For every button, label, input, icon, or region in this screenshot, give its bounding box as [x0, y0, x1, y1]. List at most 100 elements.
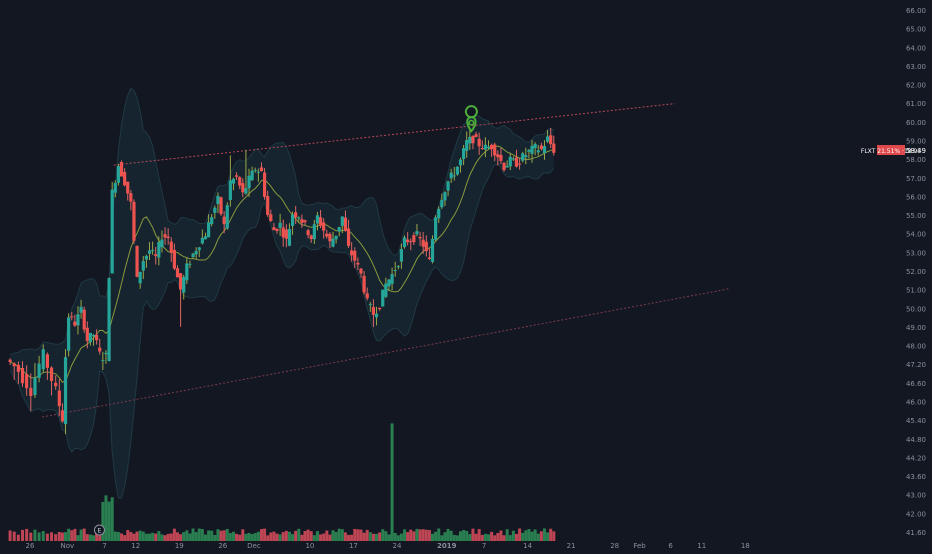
candle-body: [272, 227, 276, 231]
volume-bar: [459, 531, 463, 541]
volume-bar: [110, 497, 114, 541]
candle-body: [250, 170, 254, 181]
pin-dot: [468, 119, 475, 126]
candle-body: [322, 222, 326, 231]
candle-body: [210, 217, 214, 225]
candle-body: [496, 154, 500, 158]
volume-bar: [440, 535, 444, 541]
candle-body: [129, 193, 133, 202]
volume-bar: [359, 529, 363, 541]
volume-bar: [353, 528, 357, 541]
candle-body: [303, 220, 307, 223]
candle-body: [465, 140, 469, 151]
candle-body: [73, 321, 77, 326]
volume-bar: [552, 531, 556, 541]
candle-body: [113, 182, 117, 193]
candle-body: [499, 154, 503, 161]
y-tick-label: 50.00: [906, 305, 926, 313]
volume-bar: [518, 528, 522, 541]
volume-bar: [222, 530, 226, 541]
earnings-label: E: [97, 527, 101, 535]
candle-body: [505, 165, 509, 168]
bollinger-lower: [9, 163, 555, 499]
y-tick-label: 53.00: [906, 249, 926, 257]
volume-bar: [241, 529, 245, 541]
y-tick-label: 62.00: [906, 82, 926, 90]
candle-body: [110, 189, 114, 274]
volume-bar: [151, 532, 155, 541]
volume-bar: [287, 531, 291, 541]
candle-body: [222, 216, 226, 225]
volume-bar: [319, 534, 323, 541]
candle-body: [8, 359, 12, 362]
candle-body: [514, 157, 519, 167]
volume-bar: [235, 533, 239, 541]
x-tick-label: Nov: [60, 542, 74, 550]
candle-body: [477, 138, 481, 147]
volume-bar: [12, 531, 16, 541]
volume-bar: [455, 535, 459, 541]
x-tick-label: 7: [102, 542, 106, 550]
candle-body: [54, 382, 58, 387]
volume-bar: [101, 501, 105, 541]
volume-bar: [54, 534, 58, 541]
volume-bar: [325, 530, 329, 541]
volume-bar: [45, 533, 49, 541]
volume-bar: [365, 529, 369, 541]
volume-bar: [16, 534, 20, 541]
volume-bar: [403, 529, 407, 541]
y-tick-label: 59.00: [906, 138, 926, 146]
candle-body: [365, 293, 369, 299]
candle-body: [353, 250, 357, 261]
candle-body: [169, 241, 173, 253]
x-tick-label: 18: [741, 542, 750, 550]
x-tick-label: 24: [393, 542, 402, 550]
candle-body: [116, 166, 121, 183]
volume-bar: [471, 528, 475, 541]
candle-body: [266, 196, 270, 215]
candle-body: [502, 162, 506, 171]
volume-bar: [33, 529, 37, 541]
candle-body: [545, 136, 550, 142]
candle-body: [315, 215, 320, 224]
y-tick-label: 63.00: [906, 63, 926, 71]
x-tick-label: 28: [610, 542, 619, 550]
y-tick-label: 42.00: [906, 510, 926, 518]
x-tick-label: 7: [482, 542, 486, 550]
volume-bar: [213, 534, 217, 541]
candle-body: [269, 214, 273, 222]
volume-bar: [73, 528, 77, 541]
candle-body: [434, 217, 438, 240]
candle-body: [287, 228, 292, 246]
candle-body: [294, 212, 298, 218]
volume-bar: [247, 532, 251, 541]
candle-body: [200, 237, 204, 244]
trendlines: [42, 103, 730, 418]
candle-body: [91, 334, 96, 337]
volume-bar: [25, 528, 29, 541]
y-tick-label: 56.00: [906, 193, 926, 201]
candle-body: [238, 177, 242, 186]
candle-body: [362, 275, 366, 293]
candle-body: [378, 307, 382, 310]
volume-bar: [334, 531, 338, 541]
candle-body: [228, 180, 232, 200]
volume-bar: [474, 533, 478, 541]
volume-bar: [306, 529, 310, 541]
volume-bar: [542, 528, 546, 541]
volume-bar: [483, 533, 487, 541]
bollinger-fill: [10, 88, 554, 499]
y-tick-label: 61.00: [906, 100, 926, 108]
volume-bar: [60, 532, 64, 541]
volume-bar: [297, 528, 301, 541]
candle-body: [539, 145, 543, 150]
volume-bar: [368, 532, 372, 541]
volume-bar: [499, 530, 503, 541]
volume-bar: [148, 533, 152, 541]
y-tick-label: 55.00: [906, 212, 926, 220]
y-tick-label: 60.00: [906, 119, 926, 127]
volume-bar: [104, 495, 108, 541]
